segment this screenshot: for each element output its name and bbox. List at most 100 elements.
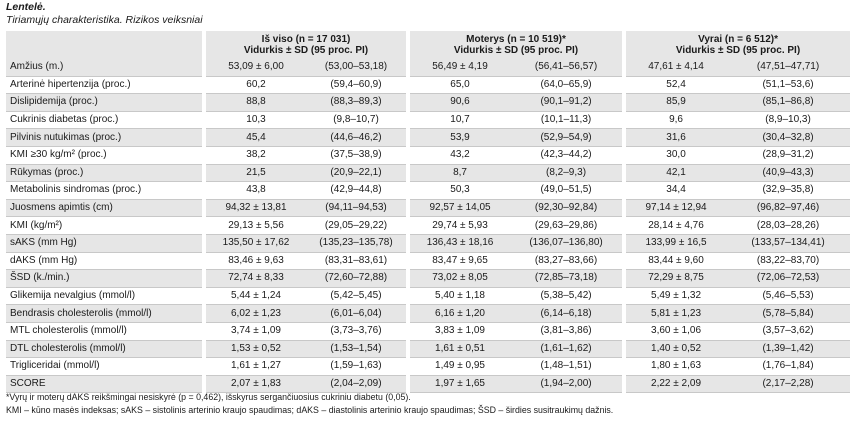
- table-row: sAKS (mm Hg) 135,50 ± 17,62 (135,23–135,78…: [6, 234, 851, 253]
- table-row: Pilvinis nutukimas (proc.) 45,4 (44,6–46,2…: [6, 128, 851, 147]
- table-row: MTL cholesterolis (mmol/l) 3,74 ± 1,09 (3,…: [6, 322, 851, 341]
- group-title: Moterys (n = 10 519)*: [466, 34, 566, 45]
- cell-ci: (3,73–3,76): [306, 322, 407, 341]
- row-label: DTL cholesterolis (mmol/l): [6, 340, 202, 359]
- cell-mean: 1,40 ± 0,52: [626, 340, 727, 359]
- cell-mean: 1,61 ± 1,27: [206, 357, 306, 376]
- cell-mean: 136,43 ± 18,16: [410, 234, 511, 253]
- cell-ci: (44,6–46,2): [306, 128, 407, 147]
- cell-mean: 73,02 ± 8,05: [410, 269, 511, 288]
- table-row: DTL cholesterolis (mmol/l) 1,53 ± 0,52 (1,…: [6, 340, 851, 359]
- cell-mean: 92,57 ± 14,05: [410, 199, 511, 218]
- cell-ci: (8,2–9,3): [510, 164, 623, 183]
- cell-mean: 31,6: [626, 128, 727, 147]
- group-subtitle: Vidurkis ± SD (95 proc. PI): [675, 45, 801, 56]
- cell-mean: 30,0: [626, 146, 727, 165]
- row-label: Dislipidemija (proc.): [6, 93, 202, 112]
- cell-mean: 38,2: [206, 146, 306, 165]
- group-title: Iš viso (n = 17 031): [261, 34, 351, 45]
- table-row: KMI ≥30 kg/m² (proc.) 38,2 (37,5–38,9) 43,2…: [6, 146, 851, 165]
- cell-mean: 53,9: [410, 128, 511, 147]
- cell-mean: 28,14 ± 4,76: [626, 216, 727, 235]
- row-label: ŠSD (k./min.): [6, 269, 202, 288]
- cell-ci: (133,57–134,41): [726, 234, 851, 253]
- cell-ci: (32,9–35,8): [726, 181, 851, 200]
- footnote-abbreviations: KMI – kūno masės indeksas; sAKS – sistol…: [6, 405, 614, 415]
- cell-mean: 85,9: [626, 93, 727, 112]
- table-row: SCORE 2,07 ± 1,83 (2,04–2,09) 1,97 ± 1,65 (1…: [6, 375, 851, 394]
- footnote-significance: *Vyrų ir moterų dAKS reikšmingai nesisky…: [6, 392, 411, 402]
- table-row: KMI (kg/m²) 29,13 ± 5,56 (29,05–29,22) 29,7…: [6, 216, 851, 235]
- table-row: ŠSD (k./min.) 72,74 ± 8,33 (72,60–72,88) 73…: [6, 269, 851, 288]
- cell-mean: 8,7: [410, 164, 511, 183]
- cell-mean: 3,83 ± 1,09: [410, 322, 511, 341]
- cell-mean: 1,80 ± 1,63: [626, 357, 727, 376]
- row-label: Cukrinis diabetas (proc.): [6, 111, 202, 130]
- cell-mean: 83,44 ± 9,60: [626, 252, 727, 271]
- cell-mean: 90,6: [410, 93, 511, 112]
- cell-ci: (42,9–44,8): [306, 181, 407, 200]
- cell-ci: (59,4–60,9): [306, 76, 407, 95]
- row-label: dAKS (mm Hg): [6, 252, 202, 271]
- cell-mean: 45,4: [206, 128, 306, 147]
- cell-mean: 10,7: [410, 111, 511, 130]
- cell-ci: (83,31–83,61): [306, 252, 407, 271]
- row-label: sAKS (mm Hg): [6, 234, 202, 253]
- cell-mean: 29,74 ± 5,93: [410, 216, 511, 235]
- cell-ci: (28,03–28,26): [726, 216, 851, 235]
- row-label: Juosmens apimtis (cm): [6, 199, 202, 218]
- group-subtitle: Vidurkis ± SD (95 proc. PI): [243, 45, 369, 56]
- cell-ci: (96,82–97,46): [726, 199, 851, 218]
- cell-mean: 1,97 ± 1,65: [410, 375, 511, 394]
- cell-mean: 34,4: [626, 181, 727, 200]
- cell-mean: 2,07 ± 1,83: [206, 375, 306, 394]
- cell-ci: (8,9–10,3): [726, 111, 851, 130]
- cell-mean: 10,3: [206, 111, 306, 130]
- row-label: Bendrasis cholesterolis (mmol/l): [6, 304, 202, 323]
- cell-mean: 29,13 ± 5,56: [206, 216, 306, 235]
- cell-ci: (2,17–2,28): [726, 375, 851, 394]
- cell-mean: 53,09 ± 6,00: [206, 59, 306, 77]
- row-label: SCORE: [6, 375, 202, 394]
- table-row: Bendrasis cholesterolis (mmol/l) 6,02 ± 1…: [6, 304, 851, 323]
- cell-mean: 47,61 ± 4,14: [626, 59, 727, 77]
- row-label: Metabolinis sindromas (proc.): [6, 181, 202, 200]
- cell-ci: (5,46–5,53): [726, 287, 851, 306]
- cell-ci: (9,8–10,7): [306, 111, 407, 130]
- cell-mean: 60,2: [206, 76, 306, 95]
- cell-ci: (20,9–22,1): [306, 164, 407, 183]
- row-label: KMI ≥30 kg/m² (proc.): [6, 146, 202, 165]
- cell-mean: 88,8: [206, 93, 306, 112]
- cell-mean: 50,3: [410, 181, 511, 200]
- cell-ci: (136,07–136,80): [510, 234, 623, 253]
- cell-ci: (40,9–43,3): [726, 164, 851, 183]
- cell-ci: (1,53–1,54): [306, 340, 407, 359]
- cell-mean: 65,0: [410, 76, 511, 95]
- table-row: Glikemija nevalgius (mmol/l) 5,44 ± 1,24(…: [6, 287, 851, 306]
- cell-mean: 3,60 ± 1,06: [626, 322, 727, 341]
- table-caption-subtitle: Tiriamųjų charakteristika. Rizikos veiks…: [6, 14, 203, 26]
- cell-mean: 94,32 ± 13,81: [206, 199, 306, 218]
- cell-mean: 21,5: [206, 164, 306, 183]
- cell-ci: (2,04–2,09): [306, 375, 407, 394]
- table-caption-title: Lentelė.: [6, 1, 46, 13]
- cell-ci: (1,48–1,51): [510, 357, 623, 376]
- cell-ci: (135,23–135,78): [306, 234, 407, 253]
- cell-ci: (53,00–53,18): [306, 59, 407, 77]
- cell-ci: (10,1–11,3): [510, 111, 623, 130]
- row-label: MTL cholesterolis (mmol/l): [6, 322, 202, 341]
- cell-ci: (42,3–44,2): [510, 146, 623, 165]
- table-row: dAKS (mm Hg) 83,46 ± 9,63 (83,31–83,61) 83,…: [6, 252, 851, 271]
- cell-mean: 5,40 ± 1,18: [410, 287, 511, 306]
- cell-mean: 97,14 ± 12,94: [626, 199, 727, 218]
- group-title: Vyrai (n = 6 512)*: [698, 34, 779, 45]
- cell-ci: (72,60–72,88): [306, 269, 407, 288]
- cell-ci: (47,51–47,71): [726, 59, 851, 77]
- table-row: Juosmens apimtis (cm) 94,32 ± 13,81 (94,11…: [6, 199, 851, 218]
- cell-mean: 5,44 ± 1,24: [206, 287, 306, 306]
- cell-ci: (72,85–73,18): [510, 269, 623, 288]
- row-label: Trigliceridai (mmol/l): [6, 357, 202, 376]
- table-body: Amžius (m.) 53,09 ± 6,00 (53,00–53,18) 56,4…: [6, 59, 851, 394]
- table-row: Trigliceridai (mmol/l) 1,61 ± 1,27 (1,59–1…: [6, 357, 851, 376]
